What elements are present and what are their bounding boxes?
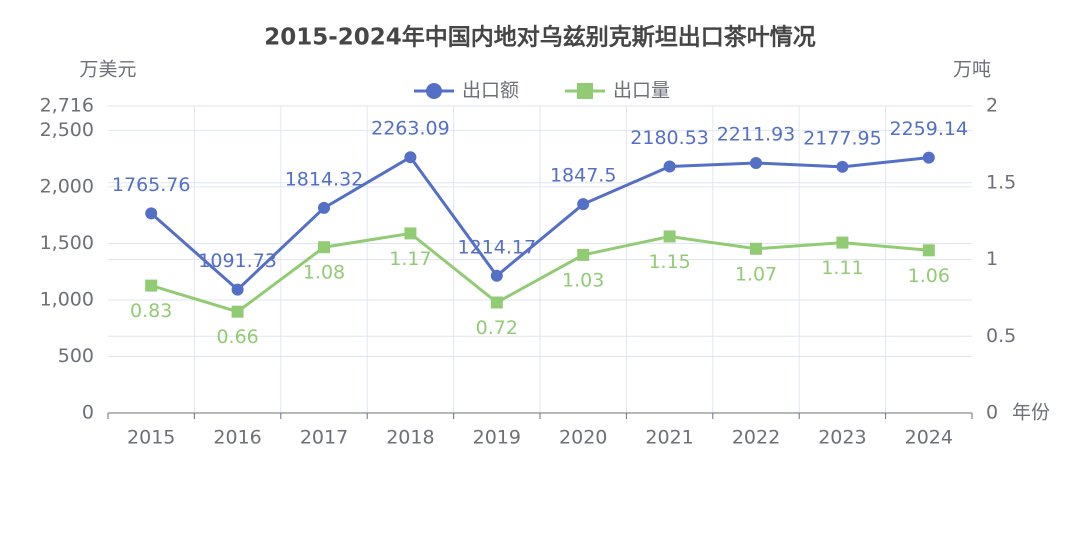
- point: [922, 151, 935, 164]
- series-line: [150, 231, 929, 314]
- point: [836, 236, 849, 249]
- x-tick-label: 2019: [473, 427, 521, 449]
- x-tick-label: 2016: [213, 427, 261, 449]
- data-label: 1.07: [735, 263, 777, 285]
- data-label: 2180.53: [630, 127, 709, 149]
- legend-label: 出口额: [462, 80, 519, 102]
- point: [231, 305, 244, 318]
- x-tick-label: 2017: [300, 427, 348, 449]
- data-label: 2263.09: [371, 118, 450, 140]
- y-tick-label: 2,000: [40, 175, 94, 197]
- y2-tick-label: 1.5: [986, 171, 1016, 193]
- point: [231, 283, 244, 296]
- point: [404, 227, 417, 240]
- point: [836, 160, 849, 173]
- x-tick-label: 2018: [386, 427, 434, 449]
- y2-tick-label: 1: [986, 248, 998, 270]
- y2-axis-title: 万吨: [953, 59, 991, 81]
- data-label: 1.06: [908, 265, 950, 287]
- point: [318, 241, 330, 254]
- legend-marker: [577, 83, 593, 99]
- x-tick-label: 2015: [127, 427, 175, 449]
- chart-title: 2015-2024年中国内地对乌兹别克斯坦出口茶叶情况: [264, 24, 816, 51]
- data-label: 2259.14: [890, 118, 969, 140]
- data-label: 0.83: [130, 300, 172, 322]
- x-tick-label: 2020: [559, 427, 607, 449]
- data-label: 1.15: [648, 251, 690, 273]
- y-tick-label: 500: [58, 345, 94, 367]
- point: [922, 244, 935, 257]
- point: [750, 242, 762, 255]
- data-label: 2211.93: [717, 123, 796, 145]
- data-label: 1814.32: [285, 168, 364, 190]
- data-label: 0.72: [476, 317, 518, 339]
- x-tick-label: 2021: [645, 427, 693, 449]
- x-tick-label: 2022: [732, 427, 780, 449]
- legend-label: 出口量: [613, 80, 670, 102]
- point: [750, 156, 762, 169]
- y-tick-label: 0: [82, 402, 94, 424]
- y2-tick-label: 0: [986, 402, 998, 424]
- point: [577, 198, 590, 211]
- point: [663, 160, 676, 173]
- data-label: 1.11: [821, 257, 863, 279]
- data-label: 1091.73: [198, 250, 277, 272]
- y-tick-label: 1,000: [40, 288, 94, 310]
- x-tick-label: 2024: [905, 427, 953, 449]
- point: [404, 151, 417, 164]
- data-label: 1.08: [303, 262, 345, 284]
- y-axis-title: 万美元: [79, 59, 136, 81]
- x-tick-label: 2023: [818, 427, 866, 449]
- y-tick-label: 1,500: [40, 232, 94, 254]
- legend-marker: [426, 83, 442, 99]
- data-label: 1847.5: [550, 165, 616, 187]
- y-tick-label: 2,716: [40, 95, 94, 117]
- point: [663, 230, 676, 243]
- point: [490, 296, 503, 309]
- point: [577, 248, 590, 261]
- y2-tick-label: 0.5: [986, 325, 1016, 347]
- y-tick-label: 2,500: [40, 119, 94, 141]
- data-label: 1214.17: [458, 236, 537, 258]
- point: [145, 207, 158, 220]
- data-label: 1.17: [389, 248, 431, 270]
- point: [490, 269, 503, 282]
- point: [318, 201, 330, 214]
- x-axis-title: 年份: [1012, 402, 1050, 424]
- y2-tick-label: 2: [986, 95, 998, 117]
- data-label: 1765.76: [112, 174, 191, 196]
- series-line: [150, 155, 929, 292]
- point: [145, 279, 158, 292]
- data-label: 2177.95: [803, 127, 882, 149]
- data-label: 1.03: [562, 269, 604, 291]
- data-label: 0.66: [216, 326, 258, 348]
